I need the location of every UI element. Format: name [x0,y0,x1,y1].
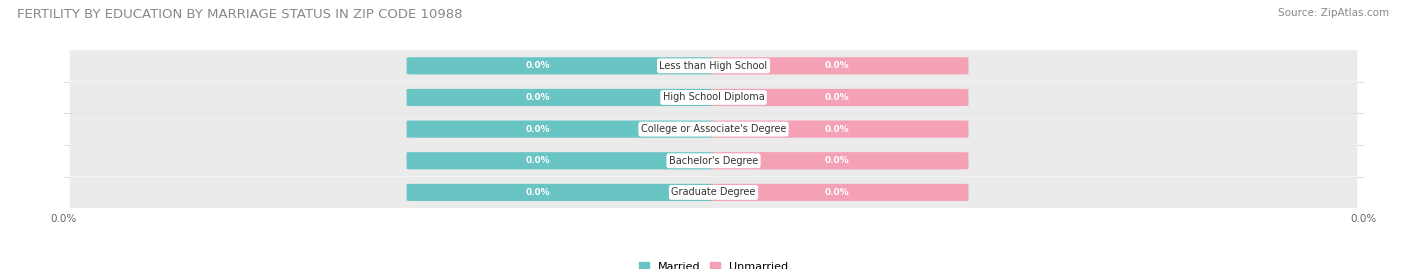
Text: 0.0%: 0.0% [825,61,849,70]
FancyBboxPatch shape [713,152,969,169]
FancyBboxPatch shape [713,57,969,75]
FancyBboxPatch shape [406,121,714,138]
FancyBboxPatch shape [70,82,1357,113]
Text: 0.0%: 0.0% [526,93,550,102]
Text: Less than High School: Less than High School [659,61,768,71]
FancyBboxPatch shape [713,121,969,138]
FancyBboxPatch shape [70,177,1357,208]
Text: 0.0%: 0.0% [526,156,550,165]
FancyBboxPatch shape [713,89,969,106]
Text: 0.0%: 0.0% [526,125,550,134]
FancyBboxPatch shape [406,184,714,201]
Text: 0.0%: 0.0% [825,125,849,134]
FancyBboxPatch shape [406,89,714,106]
FancyBboxPatch shape [70,114,1357,145]
Text: Source: ZipAtlas.com: Source: ZipAtlas.com [1278,8,1389,18]
Legend: Married, Unmarried: Married, Unmarried [640,262,787,269]
Text: 0.0%: 0.0% [825,156,849,165]
Text: High School Diploma: High School Diploma [662,93,765,102]
Text: 0.0%: 0.0% [825,93,849,102]
FancyBboxPatch shape [406,152,714,169]
FancyBboxPatch shape [406,57,714,75]
Text: 0.0%: 0.0% [526,61,550,70]
Text: FERTILITY BY EDUCATION BY MARRIAGE STATUS IN ZIP CODE 10988: FERTILITY BY EDUCATION BY MARRIAGE STATU… [17,8,463,21]
FancyBboxPatch shape [713,184,969,201]
FancyBboxPatch shape [70,145,1357,176]
Text: 0.0%: 0.0% [526,188,550,197]
Text: 0.0%: 0.0% [825,188,849,197]
Text: College or Associate's Degree: College or Associate's Degree [641,124,786,134]
Text: Graduate Degree: Graduate Degree [671,187,756,197]
FancyBboxPatch shape [70,50,1357,82]
Text: Bachelor's Degree: Bachelor's Degree [669,156,758,166]
